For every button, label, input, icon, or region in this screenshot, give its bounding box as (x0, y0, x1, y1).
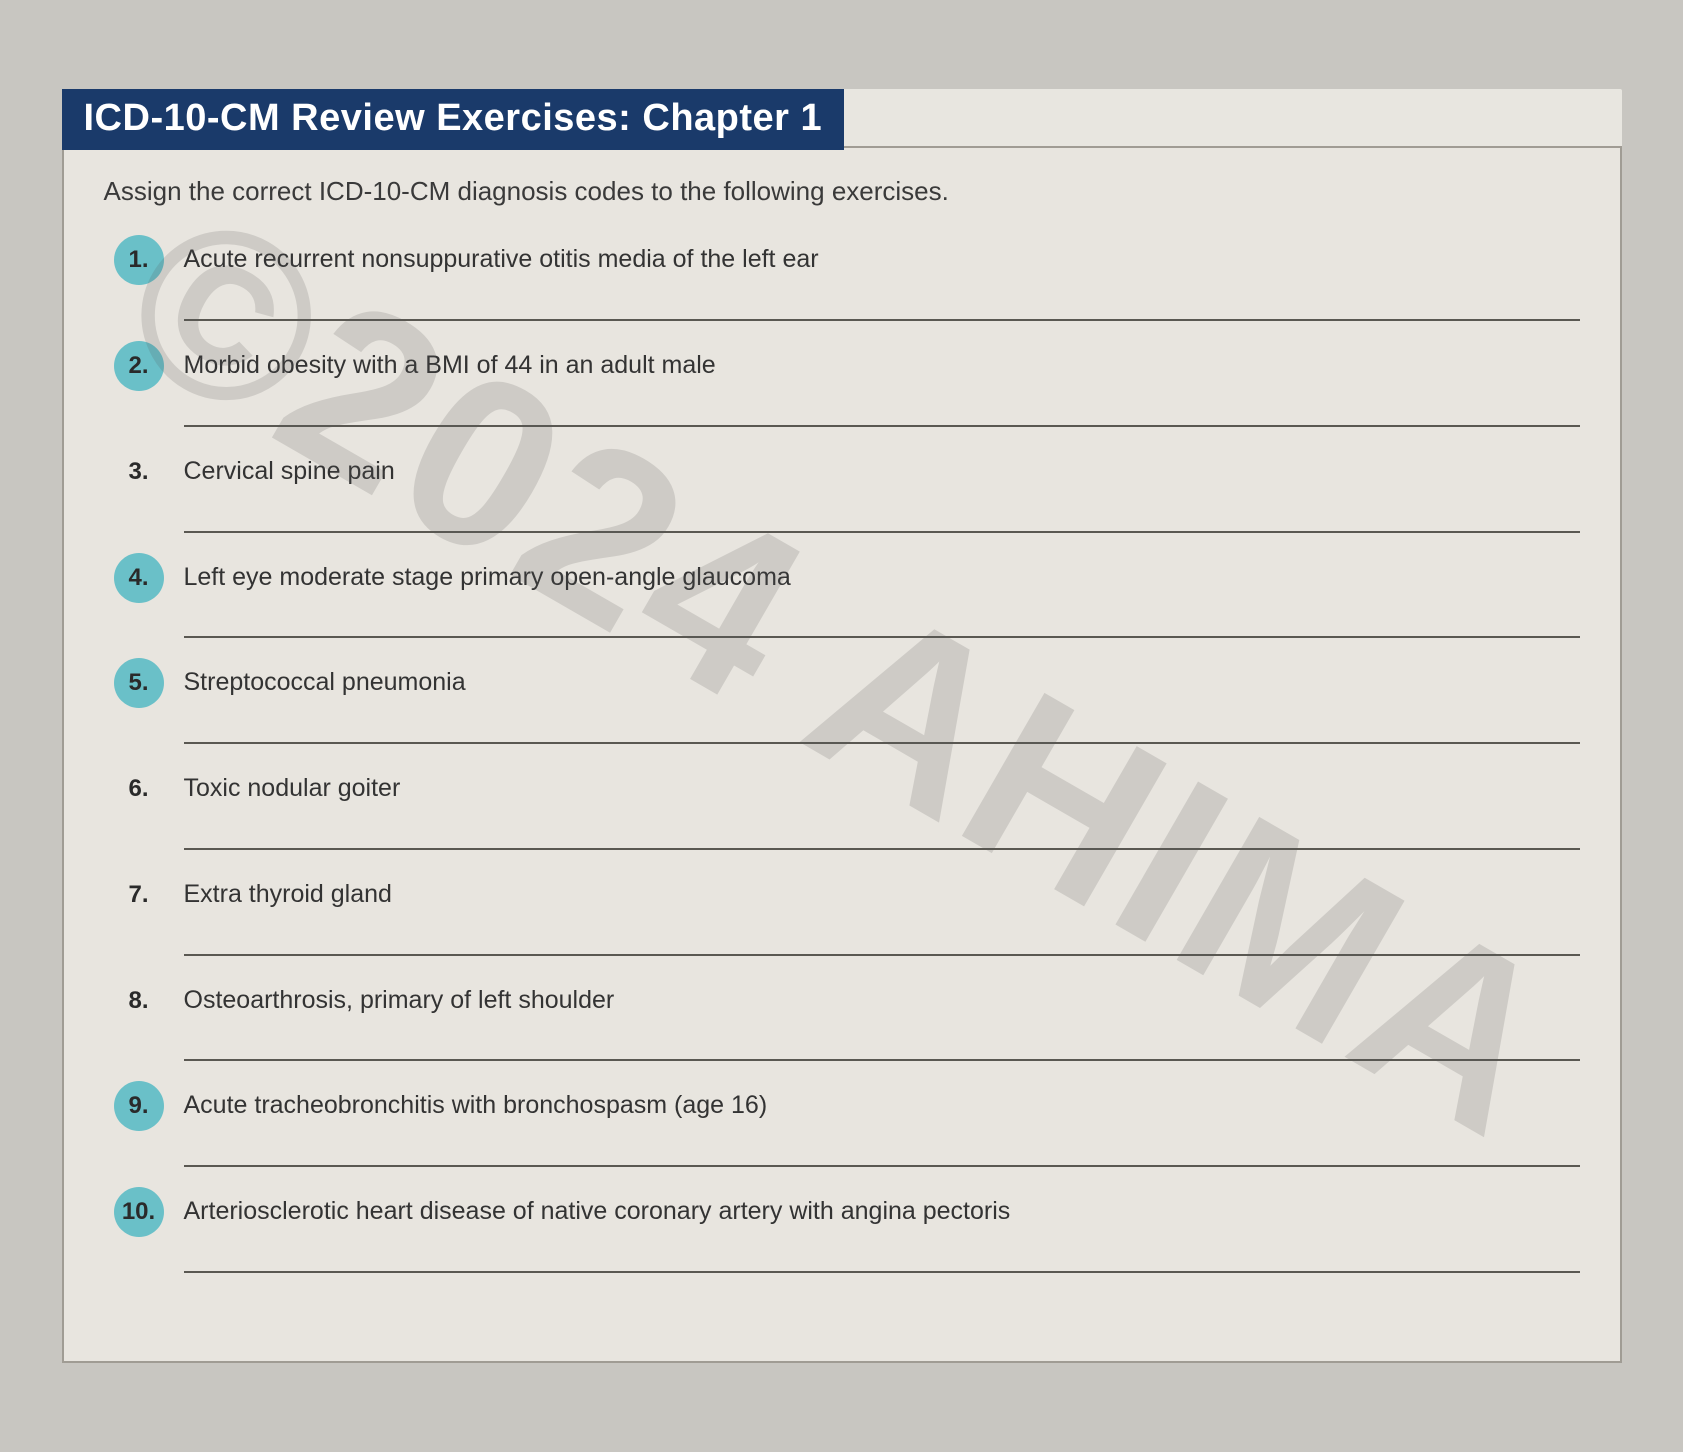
exercise-number: 6. (114, 764, 164, 814)
exercise-number-column: 10. (104, 1185, 174, 1237)
exercise-number: 7. (114, 870, 164, 920)
answer-line[interactable] (184, 393, 1580, 427)
exercise-number-badge: 9. (114, 1081, 164, 1131)
answer-line[interactable] (184, 499, 1580, 533)
answer-line[interactable] (184, 1239, 1580, 1273)
exercise-text-column: Acute tracheobronchitis with bronchospas… (174, 1079, 1580, 1177)
answer-line[interactable] (184, 816, 1580, 850)
exercise-prompt: Osteoarthrosis, primary of left shoulder (184, 974, 1580, 1018)
exercise-row: 7. Extra thyroid gland (104, 868, 1580, 966)
answer-line[interactable] (184, 287, 1580, 321)
exercise-number-column: 7. (104, 868, 174, 920)
exercise-number-column: 1. (104, 233, 174, 285)
exercise-text-column: Cervical spine pain (174, 445, 1580, 543)
exercise-row: 1. Acute recurrent nonsuppurative otitis … (104, 233, 1580, 331)
exercise-number-column: 5. (104, 656, 174, 708)
exercise-prompt: Morbid obesity with a BMI of 44 in an ad… (184, 339, 1580, 383)
exercise-number-badge: 5. (114, 658, 164, 708)
exercise-prompt: Extra thyroid gland (184, 868, 1580, 912)
exercise-row: 4. Left eye moderate stage primary open-a… (104, 551, 1580, 649)
exercise-prompt: Cervical spine pain (184, 445, 1580, 489)
exercise-number-column: 9. (104, 1079, 174, 1131)
instructions-text: Assign the correct ICD-10-CM diagnosis c… (104, 176, 1580, 207)
exercise-row: 9. Acute tracheobronchitis with bronchosp… (104, 1079, 1580, 1177)
page-title: ICD-10-CM Review Exercises: Chapter 1 (62, 89, 845, 150)
exercise-number-badge: 1. (114, 235, 164, 285)
exercise-prompt: Acute recurrent nonsuppurative otitis me… (184, 233, 1580, 277)
exercise-text-column: Extra thyroid gland (174, 868, 1580, 966)
answer-line[interactable] (184, 710, 1580, 744)
exercise-text-column: Streptococcal pneumonia (174, 656, 1580, 754)
exercise-number-badge: 2. (114, 341, 164, 391)
exercise-number: 3. (114, 447, 164, 497)
exercise-prompt: Left eye moderate stage primary open-ang… (184, 551, 1580, 595)
exercise-text-column: Morbid obesity with a BMI of 44 in an ad… (174, 339, 1580, 437)
exercise-prompt: Toxic nodular goiter (184, 762, 1580, 806)
exercise-number: 8. (114, 976, 164, 1026)
exercise-number-column: 6. (104, 762, 174, 814)
exercise-number-badge: 10. (114, 1187, 164, 1237)
answer-line[interactable] (184, 922, 1580, 956)
exercise-number-badge: 4. (114, 553, 164, 603)
exercise-text-column: Left eye moderate stage primary open-ang… (174, 551, 1580, 649)
exercise-row: 3. Cervical spine pain (104, 445, 1580, 543)
exercise-row: 2. Morbid obesity with a BMI of 44 in an … (104, 339, 1580, 437)
answer-line[interactable] (184, 1133, 1580, 1167)
exercise-row: 10. Arteriosclerotic heart disease of nat… (104, 1185, 1580, 1283)
exercise-number-column: 8. (104, 974, 174, 1026)
exercise-number-column: 3. (104, 445, 174, 497)
exercise-row: 8. Osteoarthrosis, primary of left should… (104, 974, 1580, 1072)
exercise-text-column: Acute recurrent nonsuppurative otitis me… (174, 233, 1580, 331)
exercise-prompt: Streptococcal pneumonia (184, 656, 1580, 700)
exercise-text-column: Arteriosclerotic heart disease of native… (174, 1185, 1580, 1283)
exercise-text-column: Osteoarthrosis, primary of left shoulder (174, 974, 1580, 1072)
exercise-prompt: Acute tracheobronchitis with bronchospas… (184, 1079, 1580, 1123)
answer-line[interactable] (184, 1027, 1580, 1061)
exercise-list: 1. Acute recurrent nonsuppurative otitis … (104, 233, 1580, 1283)
content-box: Assign the correct ICD-10-CM diagnosis c… (62, 146, 1622, 1363)
answer-line[interactable] (184, 604, 1580, 638)
exercise-number-column: 2. (104, 339, 174, 391)
worksheet-page: ©2024 AHIMA ICD-10-CM Review Exercises: … (62, 89, 1622, 1363)
exercise-prompt: Arteriosclerotic heart disease of native… (184, 1185, 1580, 1229)
exercise-row: 6. Toxic nodular goiter (104, 762, 1580, 860)
exercise-number-column: 4. (104, 551, 174, 603)
exercise-row: 5. Streptococcal pneumonia (104, 656, 1580, 754)
exercise-text-column: Toxic nodular goiter (174, 762, 1580, 860)
